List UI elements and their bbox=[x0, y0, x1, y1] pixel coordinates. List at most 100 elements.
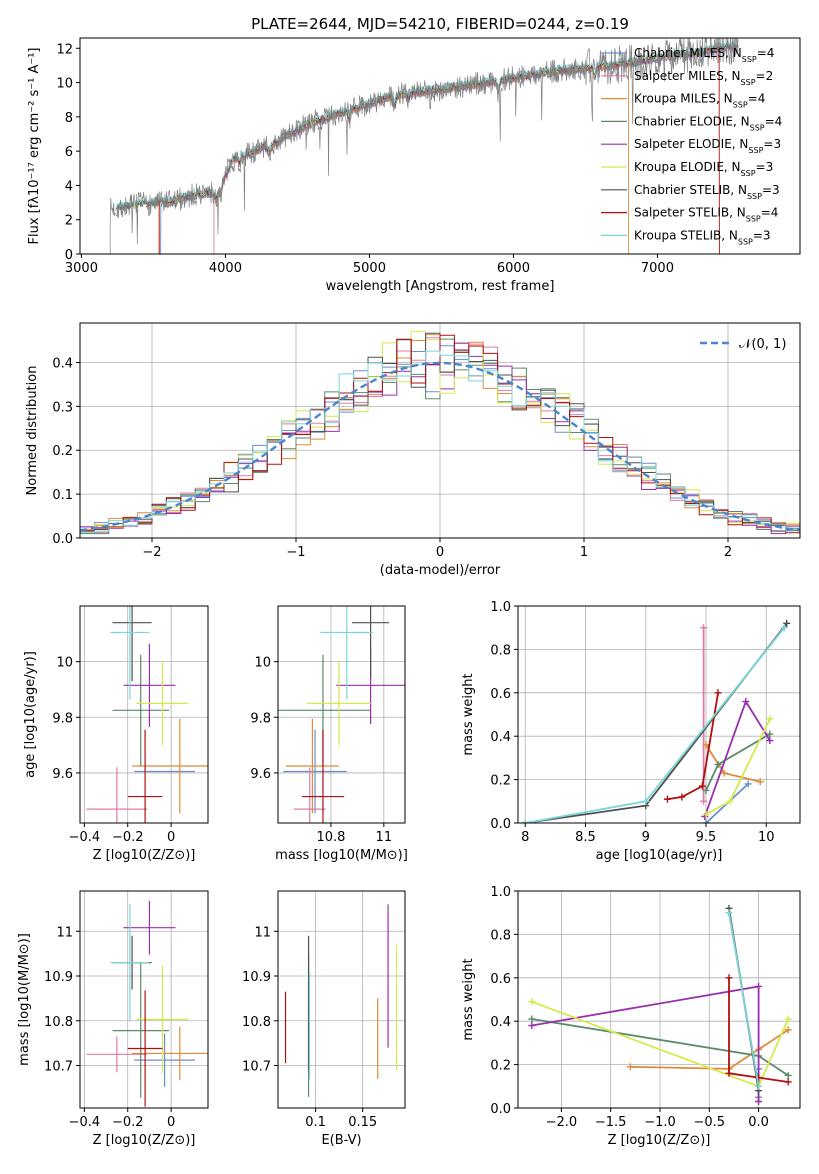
weight-marker-salpeter-stelib bbox=[678, 793, 686, 801]
weight-marker-chabrier-miles bbox=[702, 819, 710, 823]
y-tick-label: 1.0 bbox=[490, 600, 511, 615]
weight-marker-kroupa-miles bbox=[626, 1063, 634, 1071]
y-tick-label: 12 bbox=[56, 42, 73, 57]
weight-marker-kroupa-stelib bbox=[642, 797, 650, 805]
x-tick-label: 4000 bbox=[209, 261, 242, 276]
weight-vs-age-plot: 8 8.5 9 9.5 10 0.0 0.2 0.4 0.6 0.8 1.0 age [log10(a… bbox=[461, 600, 801, 863]
x-axis-label: Z [log10(Z/Z⊙)] bbox=[93, 848, 196, 863]
y-axis-label: age [log10(age/yr)] bbox=[23, 651, 38, 778]
y-tick-label: 0 bbox=[65, 248, 73, 263]
y-tick-label: 10 bbox=[56, 656, 73, 671]
weight-marker-kroupa-stelib bbox=[521, 819, 529, 823]
mass-vs-metallicity-plot: −0.4 −0.2 0 10.7 10.8 10.9 11 Z [log10(Z/Z⊙)] ma… bbox=[17, 890, 209, 1148]
legend-label-kroupa-elodie: Kroupa ELODIE, NSSP=3 bbox=[634, 160, 773, 178]
axes-frame bbox=[79, 322, 801, 539]
legend-label-chabrier-stelib: Chabrier STELIB, NSSP=3 bbox=[634, 183, 780, 201]
legend-label-chabrier-elodie: Chabrier ELODIE, NSSP=4 bbox=[634, 114, 782, 131]
x-axis-label: Z [log10(Z/Z⊙)] bbox=[608, 1133, 711, 1148]
y-tick-label: 10.7 bbox=[44, 1059, 73, 1074]
weight-marker-salpeter-miles bbox=[700, 797, 708, 805]
axes-frame bbox=[277, 890, 406, 1109]
weight-marker-salpeter-elodie bbox=[766, 737, 774, 745]
x-axis-label: (data-model)/error bbox=[380, 563, 501, 578]
axes-frame bbox=[517, 605, 801, 824]
y-tick-label: 0.2 bbox=[490, 1059, 511, 1074]
y-tick-label: 11 bbox=[254, 925, 271, 940]
y-tick-label: 0.0 bbox=[52, 532, 73, 547]
x-tick-label: 0 bbox=[167, 1115, 175, 1130]
y-tick-label: 0.4 bbox=[52, 356, 73, 371]
y-tick-label: 10 bbox=[56, 77, 73, 92]
x-tick-label: 8.5 bbox=[575, 830, 596, 845]
y-tick-label: 0.1 bbox=[52, 488, 73, 503]
age-vs-mass-plot: 10.8 11 9.6 9.8 10 mass [log10(M/M⊙)] bbox=[250, 605, 408, 863]
x-tick-label: 6000 bbox=[497, 261, 530, 276]
x-axis-label: age [log10(age/yr)] bbox=[596, 848, 723, 863]
weight-marker-kroupa-elodie bbox=[528, 998, 536, 1006]
y-tick-label: 0.8 bbox=[490, 643, 511, 658]
x-axis-label: mass [log10(M/M⊙)] bbox=[275, 848, 408, 863]
x-tick-label: 10 bbox=[758, 830, 775, 845]
axes-frame bbox=[79, 605, 209, 824]
weight-line-kroupa-miles bbox=[630, 1029, 789, 1070]
weight-marker-salpeter-stelib bbox=[725, 974, 733, 982]
x-tick-label: 0 bbox=[436, 545, 444, 560]
y-tick-label: 8 bbox=[65, 111, 73, 126]
weight-line-kroupa-miles bbox=[705, 744, 761, 783]
weight-marker-salpeter-stelib bbox=[725, 1069, 733, 1077]
weight-marker-kroupa-stelib bbox=[755, 1082, 763, 1090]
x-axis-label: E(B-V) bbox=[321, 1133, 361, 1148]
x-axis-label: wavelength [Angstrom, rest frame] bbox=[326, 279, 555, 294]
weight-marker-salpeter-elodie bbox=[528, 1022, 536, 1030]
weight-line-chabrier-stelib bbox=[525, 622, 788, 823]
x-tick-label: −2 bbox=[142, 545, 161, 560]
x-tick-label: 7000 bbox=[641, 261, 674, 276]
legend-label-normal: 𝒩(0, 1) bbox=[739, 337, 786, 352]
weight-line-kroupa-stelib bbox=[728, 912, 760, 1087]
y-tick-label: 2 bbox=[65, 214, 73, 229]
x-tick-label: 9.5 bbox=[696, 830, 717, 845]
x-axis-label: Z [log10(Z/Z⊙)] bbox=[93, 1133, 196, 1148]
normal-reference-curve bbox=[80, 361, 800, 532]
plot-content bbox=[109, 38, 739, 254]
axes-frame bbox=[79, 890, 209, 1109]
spectrum-plot: 3000 4000 5000 6000 7000 0 2 4 6 8 10 12 wavelength … bbox=[27, 37, 801, 294]
x-tick-label: 1 bbox=[580, 545, 588, 560]
y-tick-label: 10.8 bbox=[44, 1015, 73, 1030]
y-tick-label: 0.4 bbox=[490, 730, 511, 745]
y-tick-label: 0.6 bbox=[490, 687, 511, 702]
plot-content bbox=[521, 619, 791, 823]
weight-marker-salpeter-stelib bbox=[784, 1078, 792, 1086]
y-tick-label: 0.0 bbox=[490, 1102, 511, 1117]
x-tick-label: 11 bbox=[376, 830, 393, 845]
x-tick-label: 0.1 bbox=[305, 1115, 326, 1130]
weight-marker-kroupa-elodie bbox=[726, 797, 734, 805]
weight-marker-salpeter-stelib bbox=[698, 782, 706, 790]
weight-marker-kroupa-miles bbox=[702, 741, 710, 749]
x-tick-label: 0.15 bbox=[348, 1115, 377, 1130]
y-tick-label: 0.2 bbox=[52, 444, 73, 459]
x-tick-label: 2 bbox=[724, 545, 732, 560]
legend-label-chabrier-miles: Chabrier MILES, NSSP=4 bbox=[634, 46, 774, 64]
weight-line-kroupa-elodie bbox=[705, 718, 771, 816]
axes-frame bbox=[79, 37, 801, 255]
weight-marker-kroupa-miles bbox=[784, 1026, 792, 1034]
weight-marker-chabrier-elodie bbox=[702, 786, 710, 794]
weight-marker-salpeter-elodie bbox=[755, 982, 763, 990]
legend-label-salpeter-elodie: Salpeter ELODIE, NSSP=3 bbox=[634, 137, 781, 155]
weight-marker-chabrier-elodie bbox=[784, 1071, 792, 1079]
weight-marker-kroupa-elodie bbox=[702, 810, 710, 818]
y-axis-label: Flux [fλ10⁻¹⁷ erg cm⁻² s⁻¹ A⁻¹] bbox=[27, 48, 42, 245]
weight-marker-kroupa-elodie bbox=[766, 715, 774, 723]
residual-histogram-plot: −2 −1 0 1 2 0.0 0.1 0.2 0.3 0.4 (data-model)/error… bbox=[25, 322, 801, 578]
x-tick-label: −0.4 bbox=[69, 1115, 101, 1130]
x-tick-label: 3000 bbox=[65, 261, 98, 276]
y-tick-label: 0.0 bbox=[490, 817, 511, 832]
x-tick-label: 8 bbox=[521, 830, 529, 845]
x-tick-label: −0.5 bbox=[693, 1115, 725, 1130]
x-tick-label: −2.0 bbox=[546, 1115, 578, 1130]
y-tick-label: 10.9 bbox=[44, 970, 73, 985]
weight-marker-kroupa-miles bbox=[756, 778, 764, 786]
weight-marker-kroupa-stelib bbox=[725, 909, 733, 917]
weight-marker-kroupa-stelib bbox=[780, 624, 788, 632]
